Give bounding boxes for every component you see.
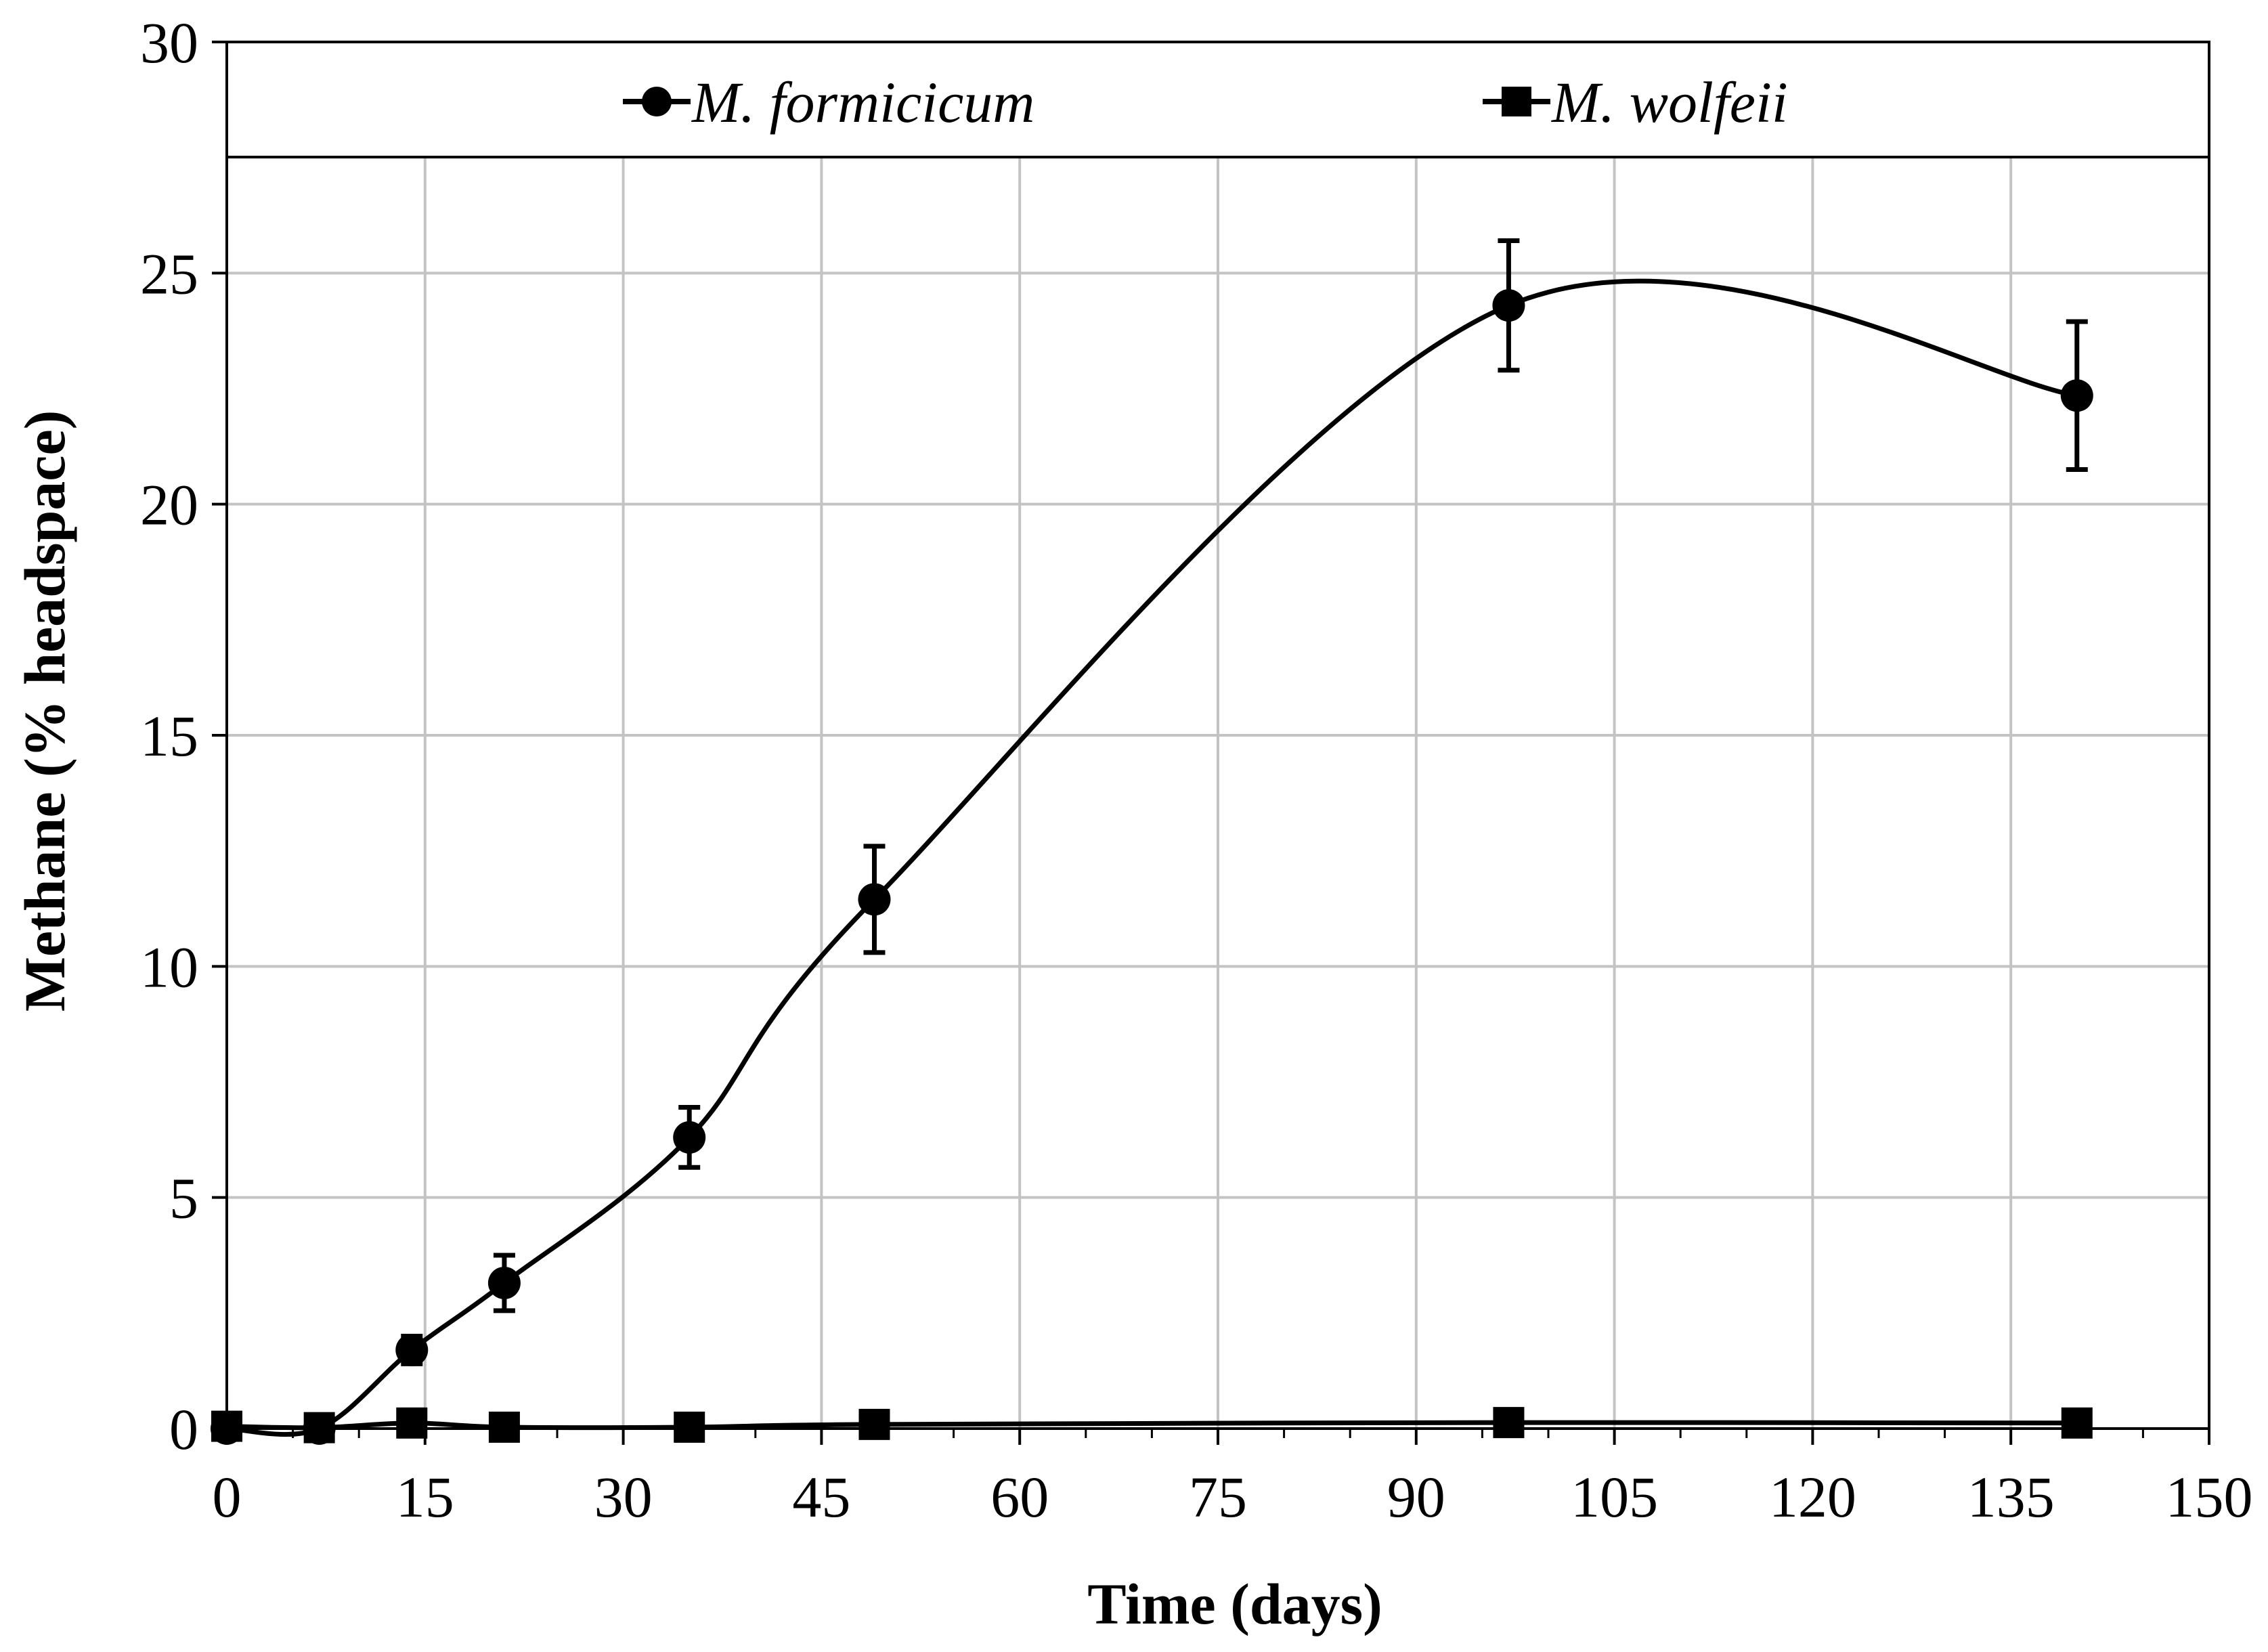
data-point-square — [674, 1411, 705, 1443]
y-tick-label: 15 — [140, 703, 198, 768]
series-2 — [211, 1407, 2093, 1443]
x-tick-label: 45 — [792, 1464, 850, 1529]
y-tick-label: 20 — [140, 473, 198, 538]
y-axis-title: Methane (% headspace) — [12, 410, 77, 1012]
legend-box — [225, 41, 2210, 158]
x-tick-label: 0 — [213, 1464, 242, 1529]
y-tick-label: 0 — [169, 1397, 198, 1462]
legend: M. formicicum M. wolfeii — [225, 41, 2210, 158]
data-point-square — [303, 1412, 335, 1443]
legend-label-2: M. wolfeii — [1550, 70, 1788, 135]
data-point-square — [396, 1407, 428, 1439]
y-tick-label: 5 — [169, 1166, 198, 1231]
data-point-circle — [487, 1266, 521, 1299]
x-tick-label: 105 — [1571, 1464, 1658, 1529]
x-tick-label: 30 — [594, 1464, 653, 1529]
data-point-circle — [673, 1121, 706, 1154]
x-tick-label: 120 — [1769, 1464, 1856, 1529]
series-line — [226, 1420, 2077, 1431]
legend-marker-square — [1502, 87, 1531, 116]
data-point-circle — [395, 1333, 429, 1366]
data-point-circle — [1492, 289, 1525, 322]
x-tick-label: 90 — [1387, 1464, 1445, 1529]
data-point-square — [488, 1411, 520, 1443]
data-point-square — [2061, 1407, 2093, 1439]
legend-marker-circle — [642, 87, 672, 116]
y-tick-label: 10 — [140, 934, 198, 999]
y-tick-label: 30 — [140, 10, 198, 75]
data-point-circle — [2060, 379, 2093, 412]
x-tick-label: 15 — [396, 1464, 454, 1529]
x-tick-label: 60 — [990, 1464, 1049, 1529]
data-point-square — [1493, 1407, 1525, 1439]
series-layer — [211, 238, 2093, 1445]
data-point-square — [858, 1408, 890, 1440]
data-point-square — [211, 1410, 242, 1442]
legend-label-1: M. formicicum — [691, 70, 1034, 135]
axes: 0 15 30 45 60 75 90 105 120 135 150 0 5 10 15 20 25 30 — [140, 10, 2253, 1529]
x-tick-label: 75 — [1189, 1464, 1247, 1529]
x-tick-label: 135 — [1967, 1464, 2055, 1529]
y-tick-label: 25 — [140, 241, 198, 306]
x-tick-label: 150 — [2166, 1464, 2253, 1529]
grid — [227, 157, 2209, 1429]
data-point-circle — [858, 883, 891, 916]
x-axis-title: Time (days) — [1087, 1571, 1382, 1636]
